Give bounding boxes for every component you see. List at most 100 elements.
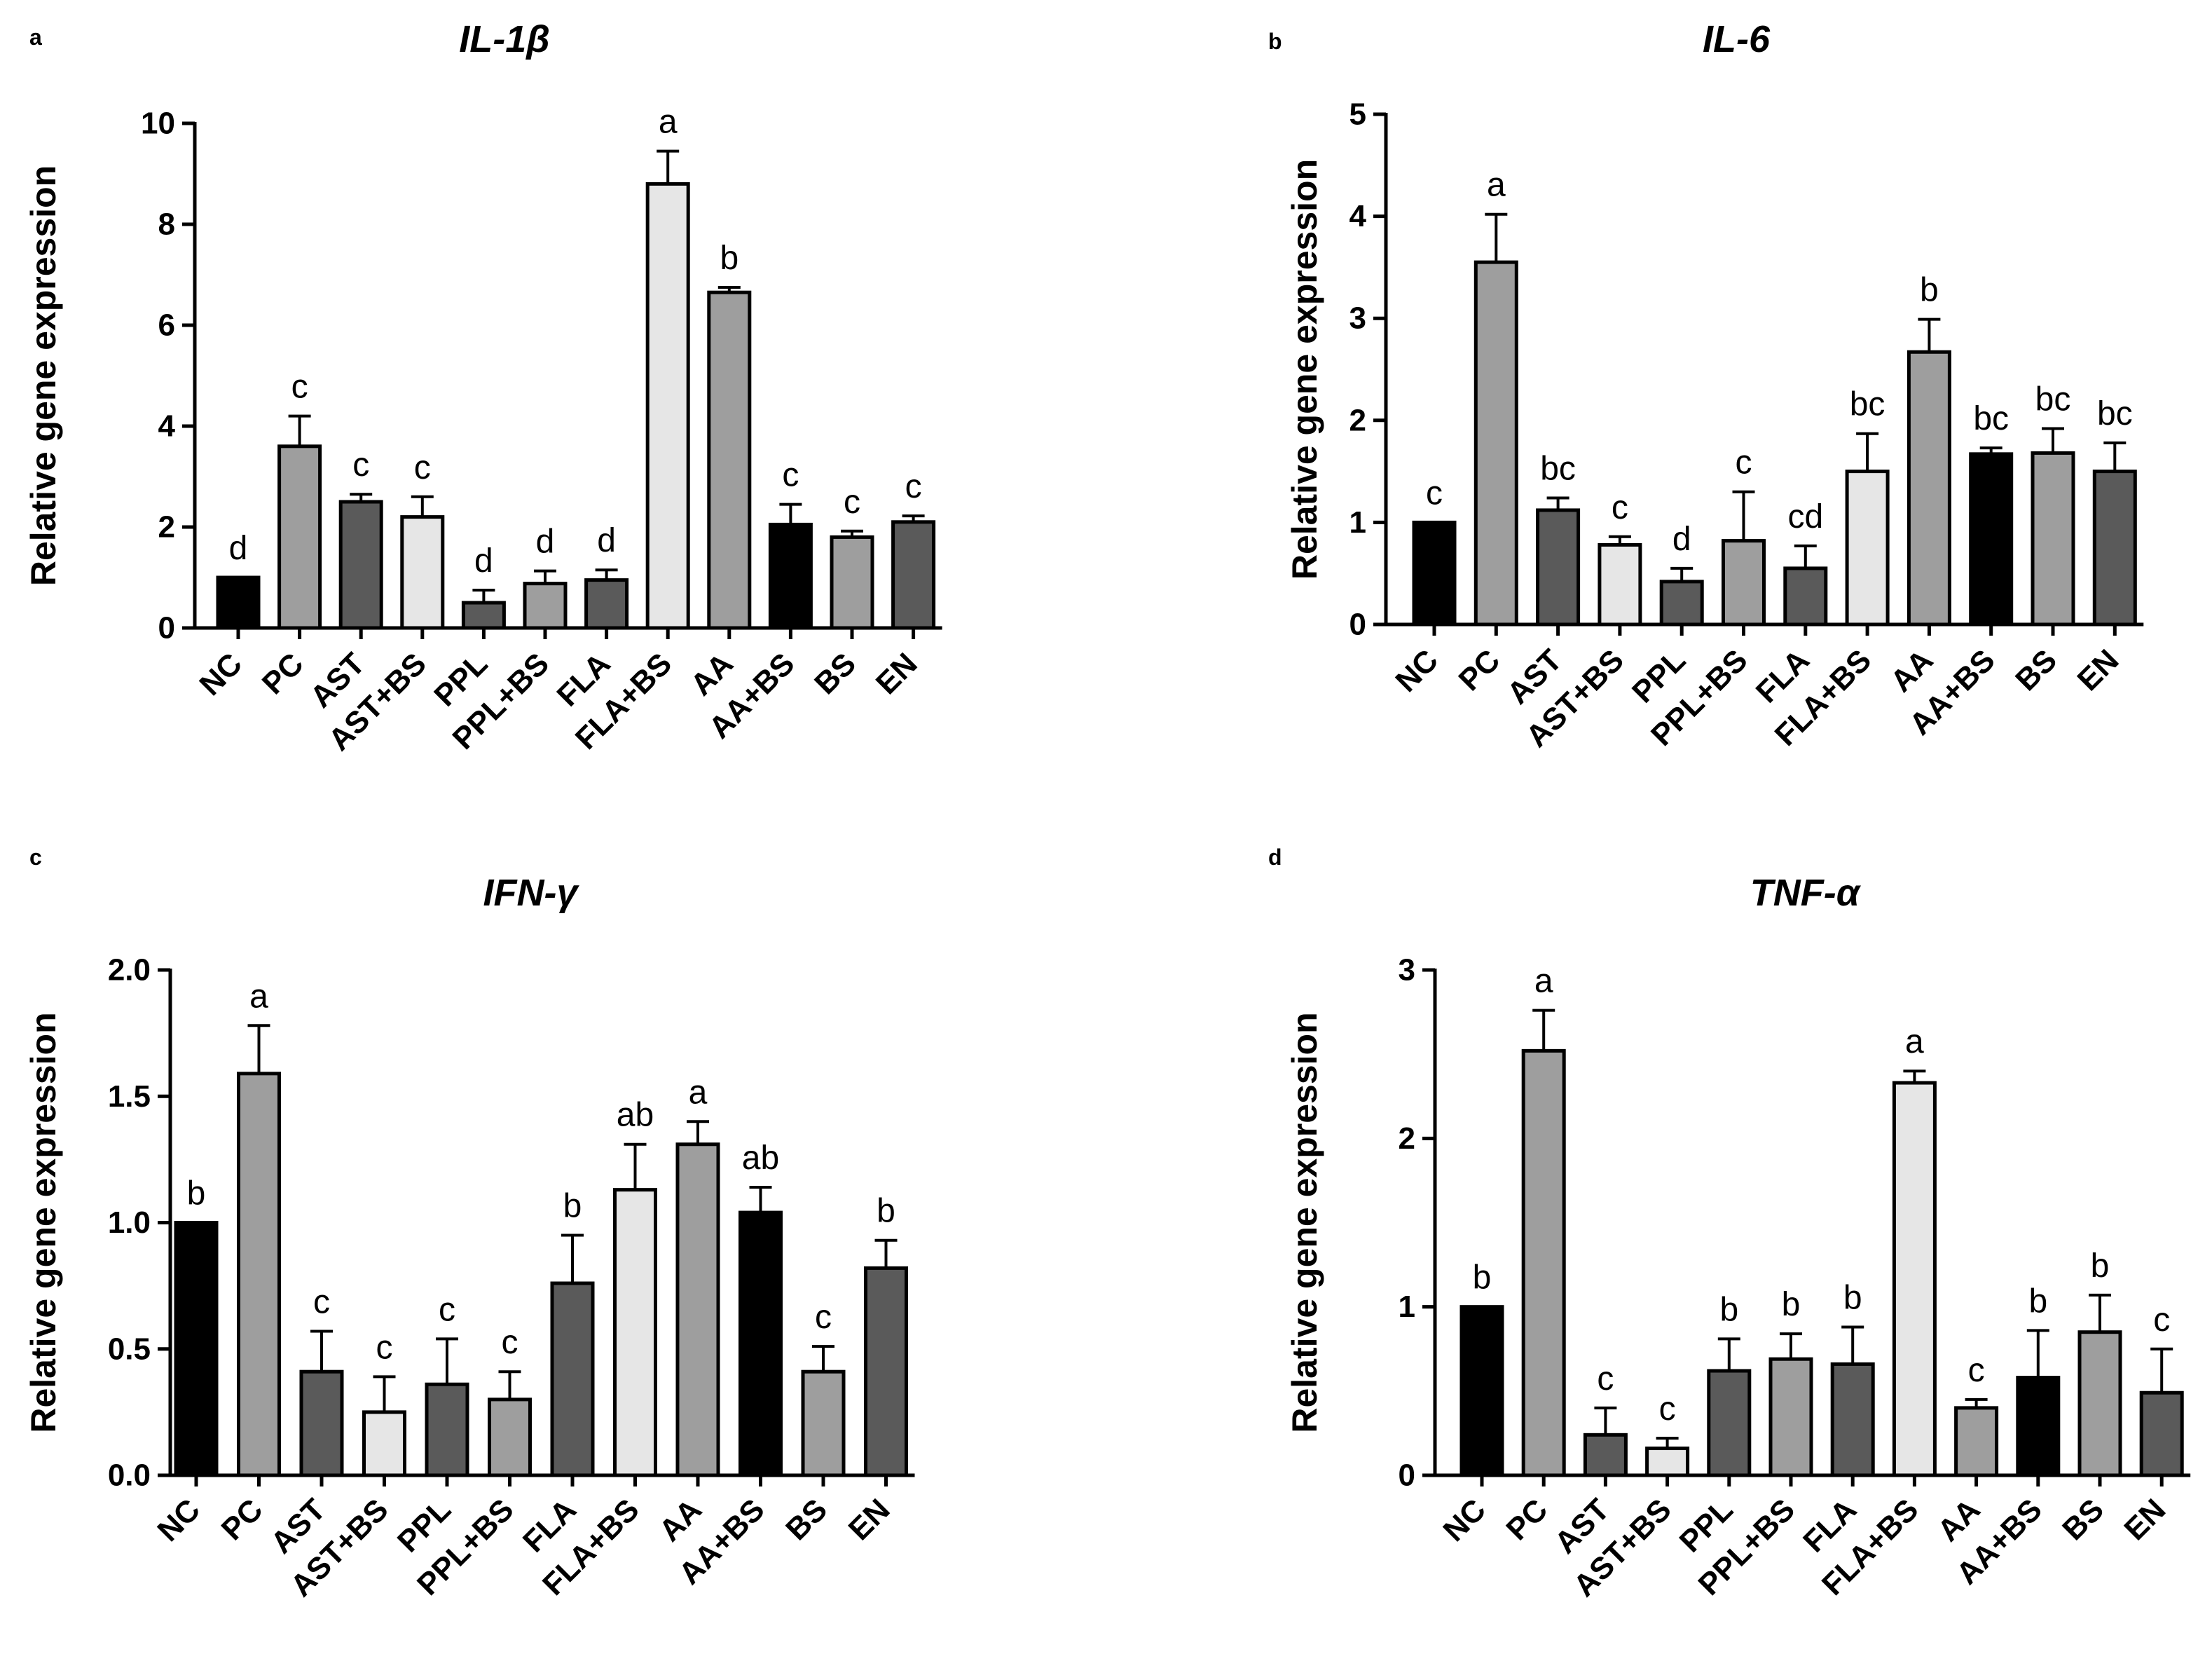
significance-label: c	[2153, 1301, 2170, 1339]
significance-label: a	[689, 1074, 708, 1111]
significance-label: c	[844, 484, 860, 521]
bar-fla	[1830, 1362, 1875, 1477]
chart-title: IL-1β	[459, 18, 550, 60]
bar-aa-plus-bs	[739, 1210, 783, 1477]
bar-aa	[1954, 1406, 1999, 1477]
bar-ast-plus-bs	[400, 515, 445, 630]
bar-fla-plus-bs	[613, 1188, 657, 1477]
y-tick-label: 0	[158, 611, 175, 645]
y-tick-label: 2	[1349, 403, 1366, 437]
significance-label: b	[720, 240, 739, 277]
significance-label: b	[1719, 1291, 1738, 1328]
significance-label: c	[291, 369, 308, 406]
significance-label: c	[502, 1324, 518, 1361]
significance-label: cd	[1787, 498, 1823, 535]
y-tick-label: 1	[1399, 1290, 1415, 1324]
y-tick-label: 5	[1349, 97, 1366, 132]
significance-label: d	[1672, 521, 1691, 558]
y-tick-label: 2	[1399, 1121, 1415, 1156]
panel-letter: a	[29, 25, 42, 50]
bar-aa	[707, 290, 752, 630]
chart-title: TNF-α	[1750, 872, 1862, 914]
bar-fla-plus-bs	[1845, 470, 1890, 627]
y-tick-label: 4	[158, 409, 176, 444]
significance-label: a	[249, 978, 268, 1015]
bar-en	[864, 1266, 908, 1477]
significance-label: c	[352, 446, 369, 484]
bar-ppl	[425, 1382, 469, 1477]
bar-aa-plus-bs	[2016, 1376, 2061, 1477]
significance-label: b	[2028, 1283, 2047, 1320]
bar-pc	[277, 444, 322, 630]
panel-letter: c	[29, 845, 42, 870]
panel-letter: b	[1268, 29, 1282, 54]
significance-label: c	[782, 457, 799, 494]
y-tick-label: 0.0	[108, 1458, 151, 1493]
bar-aa	[675, 1142, 720, 1477]
chart-title: IL-6	[1703, 18, 1771, 60]
y-tick-label: 4	[1349, 199, 1367, 233]
bar-nc	[1412, 520, 1457, 627]
significance-label: c	[1612, 489, 1628, 526]
y-tick-label: 1.0	[108, 1205, 151, 1240]
bar-pc	[1473, 260, 1518, 627]
y-axis-label: Relative gene expression	[24, 1012, 63, 1433]
bar-en	[891, 520, 936, 630]
significance-label: d	[474, 542, 493, 580]
significance-label: bc	[1540, 450, 1576, 487]
significance-label: c	[815, 1299, 832, 1336]
significance-label: d	[229, 530, 248, 567]
significance-label: d	[536, 524, 555, 561]
bar-fla-plus-bs	[1892, 1081, 1937, 1477]
bar-pc	[237, 1072, 281, 1477]
significance-label: c	[1659, 1390, 1676, 1428]
significance-label: c	[1597, 1360, 1614, 1397]
significance-label: b	[1473, 1259, 1492, 1297]
bar-fla	[550, 1281, 595, 1477]
bar-aa-plus-bs	[768, 522, 813, 630]
significance-label: a	[659, 104, 678, 141]
bar-ppl-plus-bs	[1768, 1357, 1813, 1477]
significance-label: c	[1426, 474, 1443, 512]
significance-label: b	[2091, 1248, 2110, 1285]
significance-label: a	[1534, 963, 1553, 1000]
y-tick-label: 6	[158, 308, 175, 343]
y-tick-label: 0.5	[108, 1332, 151, 1366]
significance-label: bc	[2097, 395, 2133, 432]
significance-label: c	[376, 1329, 393, 1366]
significance-label: b	[877, 1193, 895, 1230]
bar-bs	[830, 535, 874, 630]
bar-fla	[1783, 566, 1828, 627]
bar-nc	[216, 575, 261, 630]
bar-bs	[2031, 451, 2075, 627]
bar-ppl-plus-bs	[1722, 539, 1766, 627]
panel-letter: d	[1268, 845, 1282, 870]
significance-label: c	[414, 449, 431, 486]
significance-label: c	[905, 468, 922, 505]
significance-label: bc	[1850, 386, 1885, 423]
significance-label: d	[597, 522, 616, 559]
y-axis-label: Relative gene expression	[1285, 1012, 1324, 1433]
bar-ast	[1536, 508, 1581, 627]
y-tick-label: 2	[158, 510, 175, 545]
y-tick-label: 0	[1349, 608, 1366, 642]
bar-aa-plus-bs	[1969, 452, 2014, 627]
bar-ast	[299, 1369, 344, 1477]
significance-label: c	[1968, 1352, 1985, 1389]
bar-ast	[338, 500, 383, 630]
bar-pc	[1521, 1048, 1566, 1477]
y-tick-label: 0	[1399, 1458, 1415, 1493]
bar-fla	[584, 578, 629, 630]
chart-title: IFN-γ	[483, 872, 580, 914]
significance-label: b	[1920, 272, 1939, 309]
significance-label: b	[187, 1175, 206, 1212]
bar-ast-plus-bs	[1598, 542, 1642, 627]
bar-ppl	[1707, 1369, 1752, 1477]
y-tick-label: 1.5	[108, 1079, 151, 1114]
bar-bs	[2077, 1330, 2122, 1477]
significance-label: c	[439, 1291, 455, 1328]
bar-en	[2092, 470, 2137, 627]
bar-fla-plus-bs	[645, 182, 690, 630]
bar-ppl-plus-bs	[523, 582, 568, 630]
